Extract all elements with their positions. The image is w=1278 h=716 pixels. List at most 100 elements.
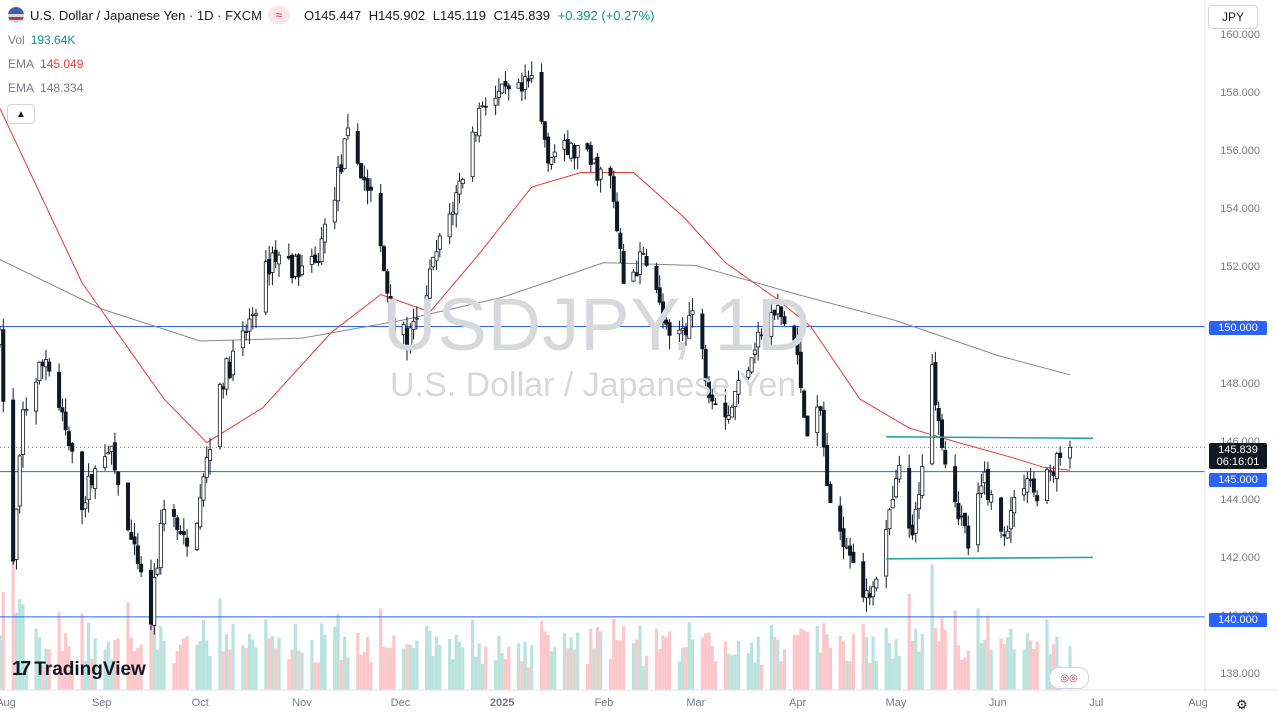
- candle-body: [1008, 510, 1013, 530]
- candle-body: [752, 349, 757, 355]
- collapse-legend-button[interactable]: ▲: [7, 104, 35, 124]
- candle: [500, 83, 505, 95]
- candle: [752, 342, 757, 364]
- volume-bar: [254, 647, 258, 690]
- last-price-tag: 145.839 06:16:01: [1209, 443, 1267, 469]
- candle: [631, 269, 636, 283]
- candle: [457, 172, 462, 204]
- indicator-value: 193.64K: [30, 33, 76, 47]
- candle-body: [332, 199, 337, 223]
- volume-bar: [572, 649, 576, 690]
- candle: [63, 398, 68, 436]
- candle-body: [503, 81, 508, 87]
- candle: [254, 308, 259, 329]
- candle: [979, 473, 984, 499]
- candle: [953, 454, 958, 508]
- trend-lines[interactable]: [886, 436, 1093, 560]
- volume-bar: [362, 652, 366, 690]
- candle: [664, 314, 669, 330]
- volume-bar: [339, 660, 343, 690]
- candle-body: [80, 451, 85, 511]
- candle-body: [414, 317, 419, 320]
- settings-gear-icon[interactable]: ⚙: [1236, 697, 1248, 712]
- candle: [608, 165, 613, 189]
- candle: [11, 388, 16, 565]
- candle: [1002, 526, 1007, 547]
- candle: [687, 302, 692, 339]
- volume-bar: [589, 628, 593, 690]
- candle: [825, 433, 830, 486]
- indicator-ema-fast[interactable]: EMA 145.049: [8, 57, 83, 71]
- volume-bar: [868, 662, 872, 690]
- tradingview-logo[interactable]: 17 TradingView: [12, 658, 146, 681]
- candle-body: [861, 561, 866, 598]
- candle: [1025, 471, 1030, 503]
- candle: [434, 240, 439, 270]
- indicator-volume[interactable]: Vol 193.64K: [8, 33, 75, 47]
- candle: [700, 308, 705, 360]
- volume-bar: [201, 620, 206, 690]
- candle-body: [621, 250, 626, 284]
- candle-body: [588, 145, 593, 165]
- candle-body: [37, 361, 42, 382]
- candle-body: [526, 78, 531, 82]
- candle-body: [930, 364, 935, 465]
- volume-bar: [907, 593, 911, 690]
- candle-body: [86, 475, 91, 501]
- candle: [132, 522, 137, 556]
- candle: [296, 253, 301, 286]
- candle-body: [867, 593, 872, 598]
- wave-icon[interactable]: ≈: [267, 6, 290, 24]
- candle-body: [723, 402, 728, 418]
- volume-bar: [562, 633, 567, 690]
- candle-body: [565, 139, 570, 156]
- candle-body: [24, 409, 29, 412]
- currency-button[interactable]: JPY: [1208, 5, 1258, 29]
- volume-bar: [976, 608, 980, 690]
- candle-body: [1, 329, 6, 402]
- candle: [542, 120, 547, 148]
- candle-body: [299, 265, 304, 275]
- candle: [378, 183, 383, 253]
- candle-body: [254, 313, 259, 316]
- volume-bar: [526, 667, 531, 690]
- candle: [116, 471, 121, 496]
- close-value: 145.839: [502, 7, 550, 23]
- volume-bar: [736, 640, 741, 690]
- candle: [792, 324, 797, 341]
- candle: [40, 359, 45, 380]
- indicator-ema-slow[interactable]: EMA 148.334: [8, 81, 83, 95]
- candle-body: [939, 419, 944, 448]
- candle: [355, 123, 360, 166]
- volume-bar: [425, 626, 429, 690]
- candle: [710, 388, 715, 410]
- volume-bar: [290, 649, 294, 690]
- candle-body: [313, 254, 318, 263]
- volume-bar: [612, 618, 616, 690]
- volume-bar: [208, 655, 212, 690]
- candle: [910, 514, 915, 540]
- volume-bar: [159, 626, 163, 690]
- volume-bar: [67, 646, 71, 690]
- events-flag-icon[interactable]: ◎◎: [1049, 667, 1089, 689]
- bar-countdown: 06:16:01: [1216, 456, 1260, 468]
- candle-body: [542, 121, 547, 140]
- symbol-title[interactable]: U.S. Dollar / Japanese Yen · 1D · FXCM: [30, 7, 262, 23]
- candle-body: [759, 334, 764, 337]
- candle: [661, 293, 666, 329]
- time-tick-label: Feb: [594, 697, 614, 709]
- candle-body: [1054, 453, 1059, 479]
- candle-body: [43, 359, 48, 368]
- candle: [526, 70, 531, 88]
- candle-body: [336, 166, 341, 202]
- volume-bar: [730, 655, 734, 690]
- volume-bar: [300, 652, 304, 690]
- candle: [871, 581, 876, 606]
- volume-bar: [198, 641, 202, 690]
- candle-body: [690, 310, 695, 315]
- candle: [864, 578, 869, 612]
- level-lines: [0, 325, 1205, 618]
- volume-bar: [750, 642, 754, 690]
- volume-bar: [569, 637, 573, 690]
